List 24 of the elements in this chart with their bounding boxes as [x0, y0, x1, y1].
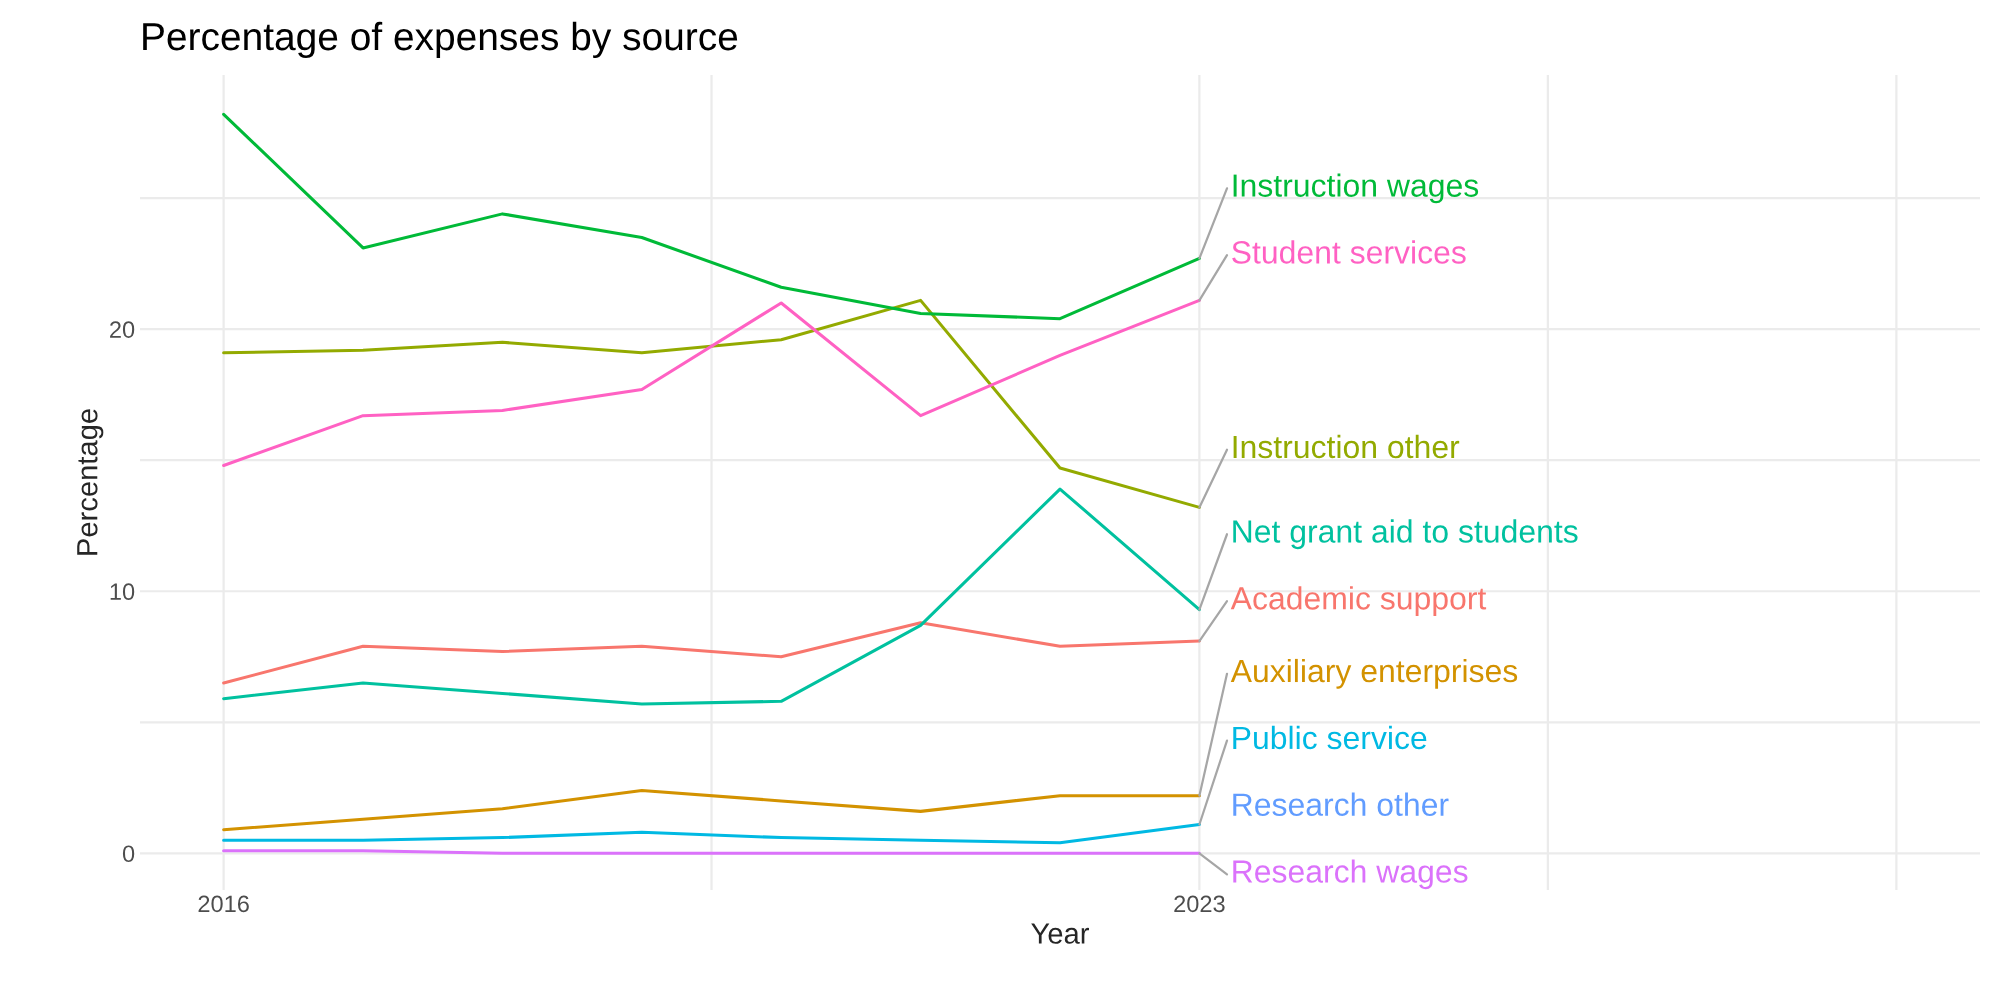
line-series: [222, 112, 1201, 321]
line-series: [222, 487, 1201, 706]
line-series: [222, 822, 1201, 845]
y-tick-label: 0: [122, 845, 135, 863]
line-series: [222, 621, 1201, 685]
y-tick-label: 10: [110, 583, 135, 601]
y-tick-label: 20: [110, 321, 135, 338]
text: Auxiliary enterprises: [1230, 658, 1518, 689]
series-label: Student services: [1232, 240, 1466, 264]
line-series: [222, 298, 1201, 509]
y-axis-title: Percentage: [77, 409, 104, 555]
x-tick-label: 2016: [198, 895, 249, 913]
series-label: Research wages: [1233, 859, 1468, 890]
legend-label: Research other: [1233, 792, 1449, 817]
line-series: [222, 298, 1201, 467]
chart-title: Percentage of expenses by source: [143, 21, 738, 59]
text: Instruction wages: [1233, 173, 1479, 204]
text: Public service: [1233, 725, 1427, 750]
series-label: Instruction other: [1233, 434, 1460, 459]
series-label: Academic support: [1230, 586, 1487, 616]
x-axis-title: Year: [1031, 923, 1089, 944]
x-tick-label: 2023: [1174, 895, 1225, 913]
line-series: [222, 788, 1201, 832]
text: Net grant aid to students: [1233, 519, 1578, 550]
